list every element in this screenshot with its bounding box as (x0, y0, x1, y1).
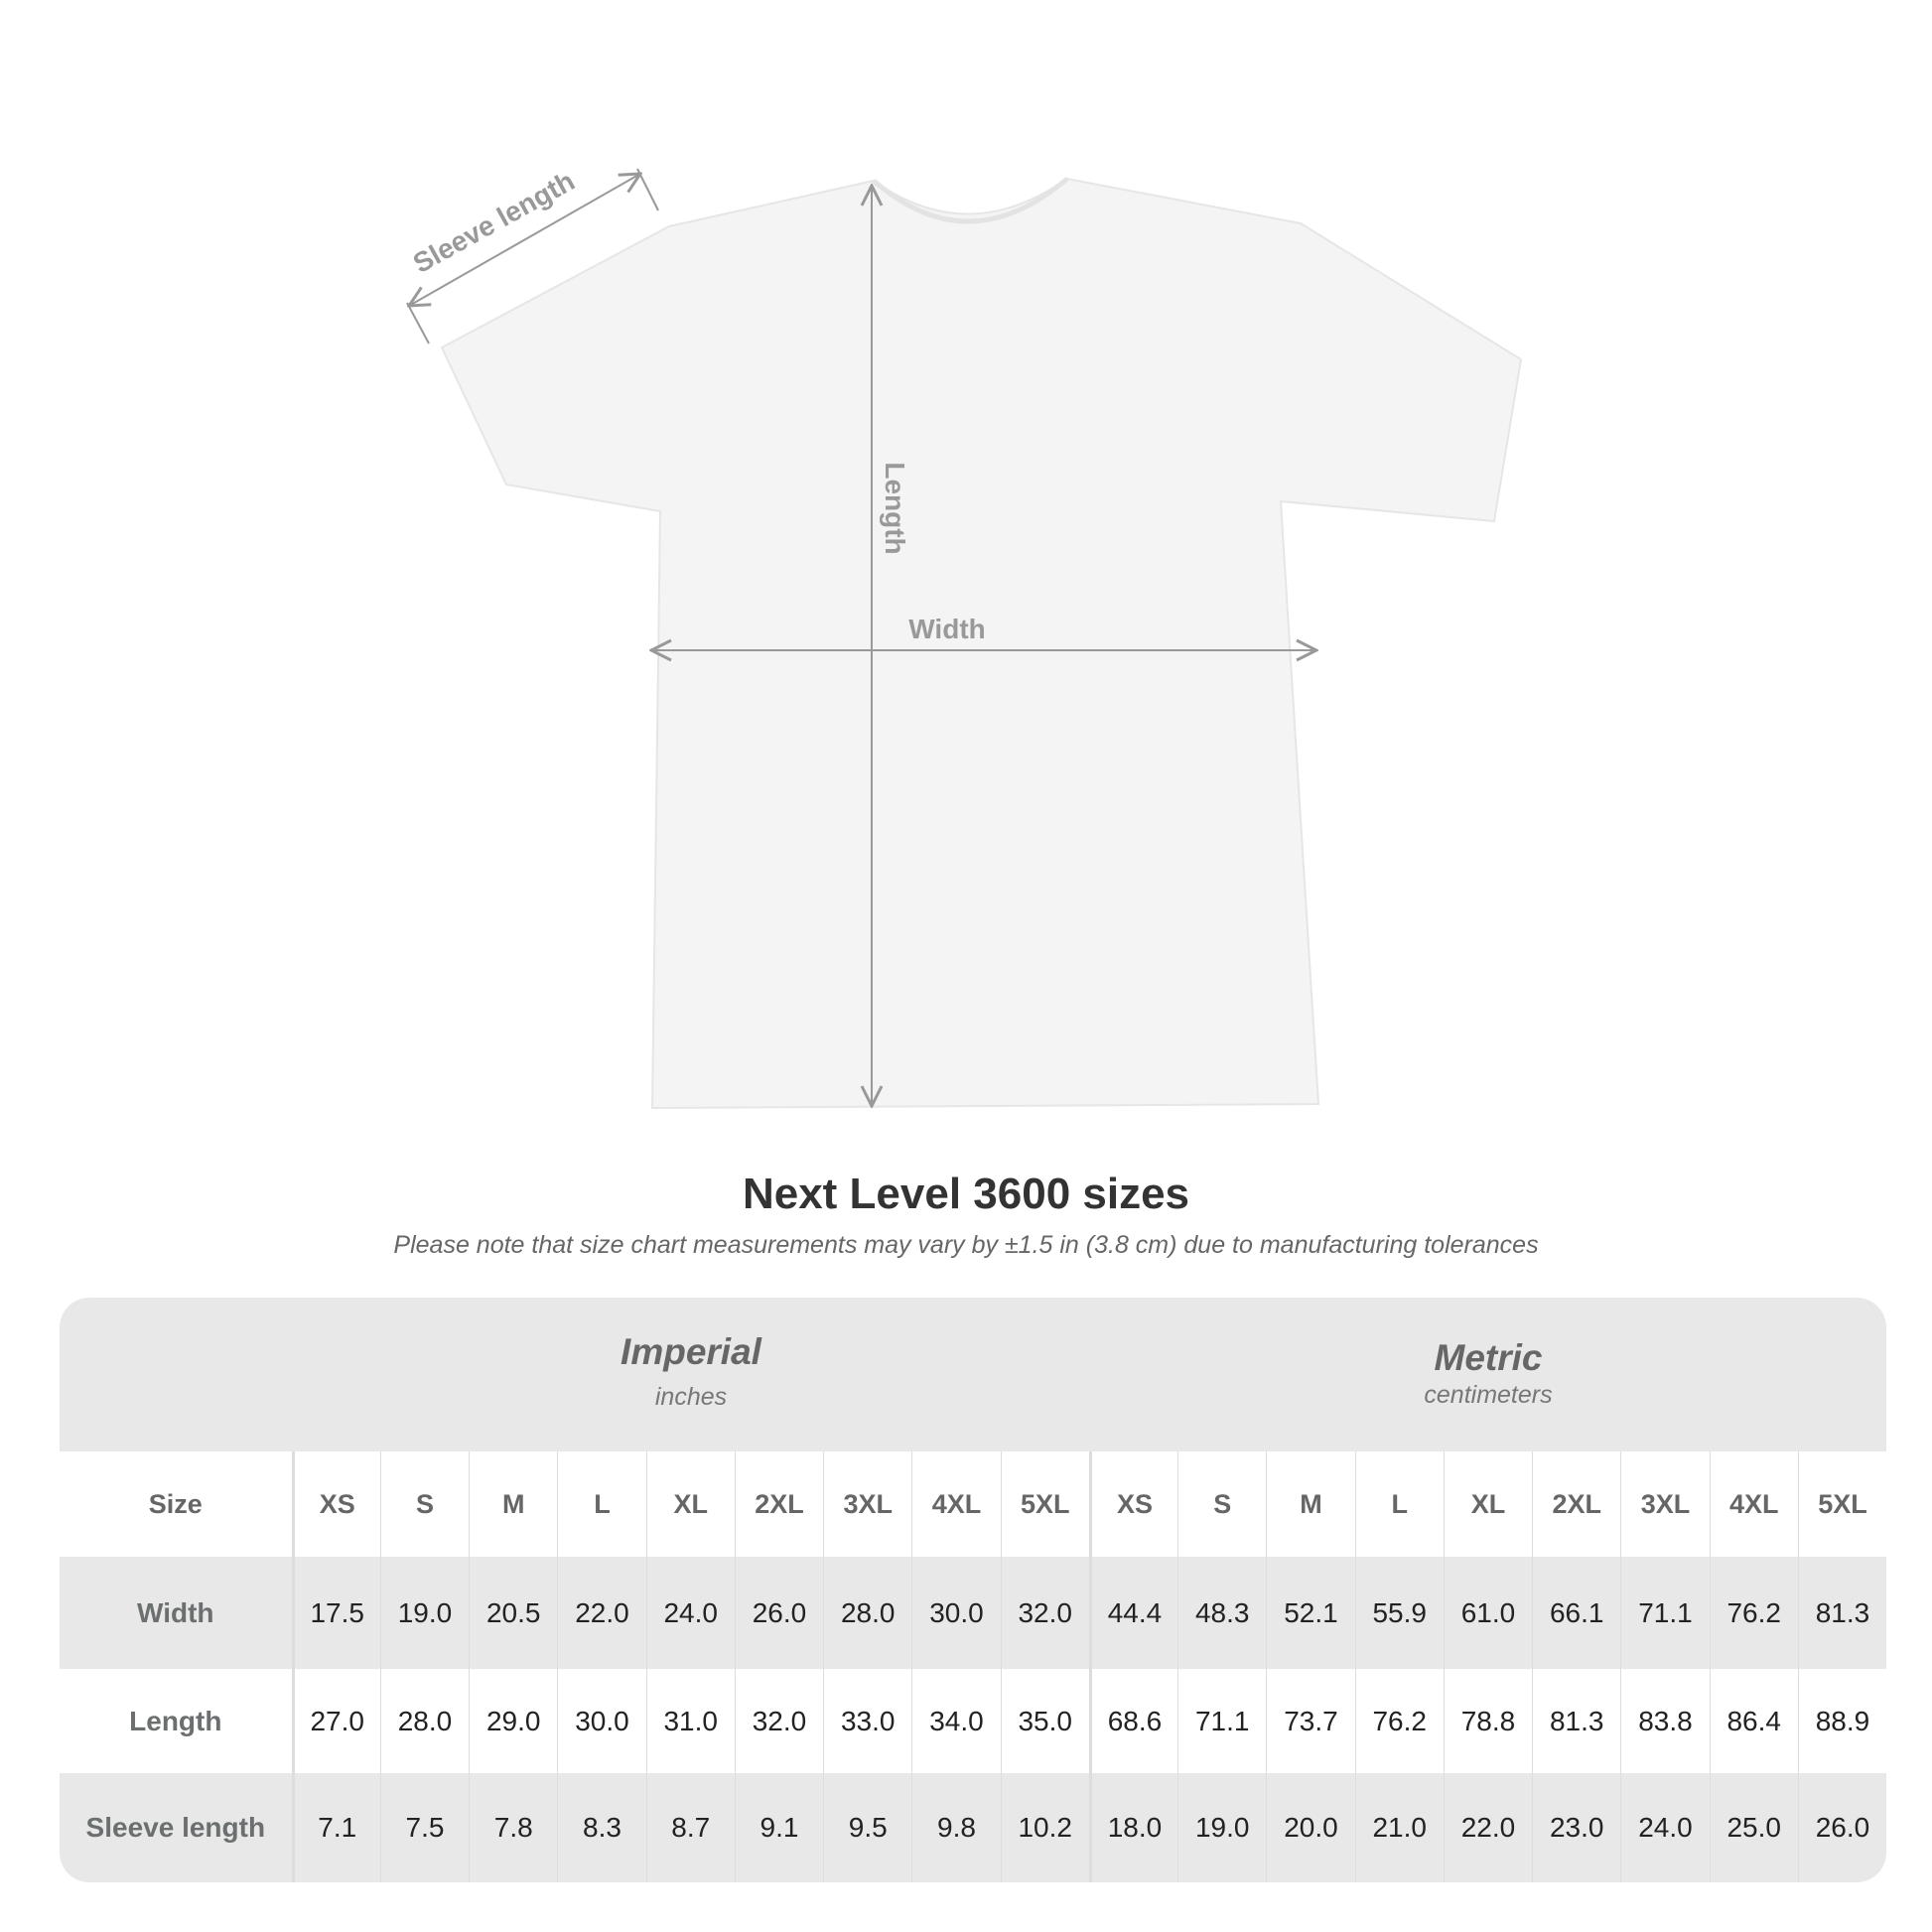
metric-value: 22.0 (1443, 1773, 1532, 1882)
metric-value: 78.8 (1443, 1669, 1532, 1773)
size-metric-header: M (1266, 1451, 1354, 1557)
metric-value: 73.7 (1266, 1669, 1354, 1773)
size-imperial-header: S (379, 1451, 469, 1557)
table-row: Length 27.0 28.0 29.0 30.0 31.0 32.0 33.0 34.0 35… (60, 1669, 1886, 1773)
metric-value: 66.1 (1532, 1557, 1620, 1669)
imperial-value: 8.7 (645, 1773, 735, 1882)
imperial-value: 24.0 (645, 1557, 735, 1669)
imperial-value: 32.0 (734, 1669, 823, 1773)
metric-value: 88.9 (1797, 1669, 1886, 1773)
width-label: Width (908, 614, 986, 644)
imperial-value: 34.0 (911, 1669, 1000, 1773)
imperial-value: 30.0 (557, 1669, 645, 1773)
imperial-value: 20.5 (469, 1557, 557, 1669)
imperial-value: 7.8 (469, 1773, 557, 1882)
size-header-row: Size XS S M L XL 2XL 3XL 4XL 5XL XS S M L XL 2XL 3XL 4XL 5… (60, 1451, 1886, 1557)
metric-value: 21.0 (1354, 1773, 1444, 1882)
size-imperial-header: M (469, 1451, 557, 1557)
imperial-value: 17.5 (291, 1557, 380, 1669)
sleeve-tick-1 (406, 302, 430, 345)
size-metric-header: 2XL (1532, 1451, 1620, 1557)
imperial-value: 31.0 (645, 1669, 735, 1773)
tshirt-diagram: Sleeve length Length Width (0, 165, 1523, 1110)
page-title: Next Level 3600 sizes (742, 1170, 1190, 1218)
metric-value: 25.0 (1709, 1773, 1798, 1882)
metric-value: 61.0 (1443, 1557, 1532, 1669)
imperial-value: 28.0 (379, 1669, 469, 1773)
metric-title: Metric (1434, 1337, 1543, 1378)
row-label: Sleeve length (85, 1812, 266, 1843)
size-metric-header: 4XL (1709, 1451, 1798, 1557)
metric-value: 76.2 (1354, 1669, 1444, 1773)
row-label: Width (137, 1596, 214, 1628)
imperial-unit: inches (654, 1383, 728, 1411)
tolerance-note: Please note that size chart measurements… (393, 1231, 1539, 1259)
metric-value: 81.3 (1532, 1669, 1620, 1773)
table-row: Sleeve length 7.1 7.5 7.8 8.3 8.7 9.1 9.5 9.8 10.… (60, 1773, 1886, 1882)
metric-header: Metric centimeters (1090, 1298, 1886, 1451)
imperial-value: 26.0 (734, 1557, 823, 1669)
size-metric-header: 5XL (1797, 1451, 1886, 1557)
size-metric-header: S (1177, 1451, 1266, 1557)
metric-value: 52.1 (1266, 1557, 1354, 1669)
imperial-value: 27.0 (291, 1669, 380, 1773)
imperial-value: 29.0 (469, 1669, 557, 1773)
size-imperial-header: XL (645, 1451, 735, 1557)
imperial-value: 28.0 (823, 1557, 911, 1669)
size-metric-header: L (1354, 1451, 1444, 1557)
size-imperial-header: XS (291, 1451, 380, 1557)
size-imperial-header: L (557, 1451, 645, 1557)
imperial-value: 10.2 (1000, 1773, 1089, 1882)
metric-unit: centimeters (1424, 1381, 1553, 1409)
metric-value: 83.8 (1620, 1669, 1709, 1773)
imperial-header: Imperial inches (292, 1298, 1090, 1451)
size-metric-header: XS (1088, 1451, 1177, 1557)
size-imperial-header: 3XL (823, 1451, 911, 1557)
imperial-value: 7.5 (379, 1773, 469, 1882)
imperial-value: 22.0 (557, 1557, 645, 1669)
size-imperial-header: 5XL (1000, 1451, 1089, 1557)
metric-value: 26.0 (1797, 1773, 1886, 1882)
sleeve-tick-2 (636, 168, 659, 211)
size-metric-header: XL (1443, 1451, 1532, 1557)
collar (872, 177, 1069, 224)
metric-value: 19.0 (1177, 1773, 1266, 1882)
metric-value: 81.3 (1797, 1557, 1886, 1669)
imperial-value: 9.1 (734, 1773, 823, 1882)
metric-value: 23.0 (1532, 1773, 1620, 1882)
size-imperial-header: 2XL (734, 1451, 823, 1557)
length-label: Length (880, 462, 910, 554)
metric-value: 55.9 (1354, 1557, 1444, 1669)
size-table: Imperial inches Metric centimeters Size X… (60, 1298, 1886, 1882)
size-imperial-header: 4XL (911, 1451, 1000, 1557)
imperial-value: 19.0 (379, 1557, 469, 1669)
metric-value: 68.6 (1088, 1669, 1177, 1773)
imperial-value: 9.8 (911, 1773, 1000, 1882)
metric-value: 20.0 (1266, 1773, 1354, 1882)
metric-value: 76.2 (1709, 1557, 1798, 1669)
metric-value: 86.4 (1709, 1669, 1798, 1773)
metric-value: 71.1 (1620, 1557, 1709, 1669)
metric-value: 44.4 (1088, 1557, 1177, 1669)
size-metric-header: 3XL (1620, 1451, 1709, 1557)
table-row: Width 17.5 19.0 20.5 22.0 24.0 26.0 28.0 30.0 32.… (60, 1557, 1886, 1669)
imperial-value: 9.5 (823, 1773, 911, 1882)
sleeve-arrow (409, 174, 640, 306)
size-label: Size (148, 1488, 203, 1519)
imperial-value: 35.0 (1000, 1669, 1089, 1773)
imperial-value: 33.0 (823, 1669, 911, 1773)
metric-value: 48.3 (1177, 1557, 1266, 1669)
imperial-value: 8.3 (557, 1773, 645, 1882)
imperial-title: Imperial (621, 1331, 761, 1372)
metric-value: 18.0 (1088, 1773, 1177, 1882)
imperial-value: 30.0 (911, 1557, 1000, 1669)
row-label: Length (129, 1705, 222, 1736)
imperial-value: 32.0 (1000, 1557, 1089, 1669)
imperial-value: 7.1 (291, 1773, 380, 1882)
metric-value: 24.0 (1620, 1773, 1709, 1882)
metric-value: 71.1 (1177, 1669, 1266, 1773)
